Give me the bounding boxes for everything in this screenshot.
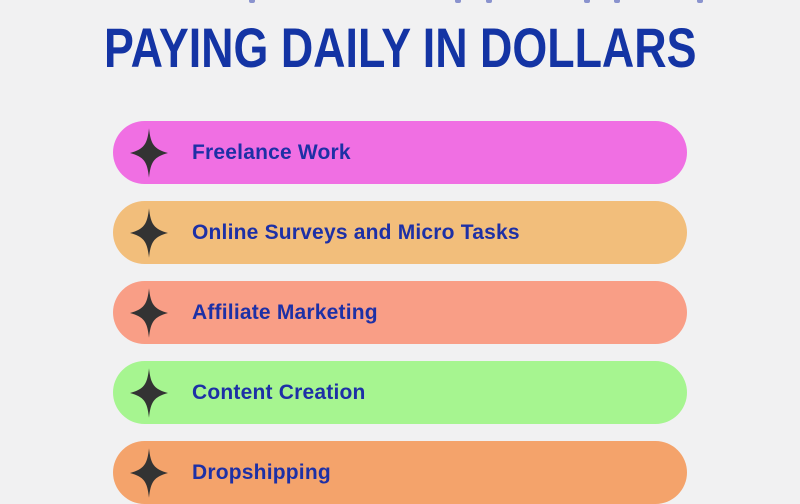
four-point-star-icon xyxy=(130,367,168,418)
list-item: Content Creation xyxy=(113,361,687,424)
list-item-label: Online Surveys and Micro Tasks xyxy=(192,220,520,244)
income-methods-list: Freelance Work Online Surveys and Micro … xyxy=(113,121,687,504)
list-item-label: Dropshipping xyxy=(192,460,331,484)
cutoff-text-fragment xyxy=(455,0,461,3)
cutoff-text-fragment xyxy=(584,0,590,3)
four-point-star-icon xyxy=(130,447,168,498)
cutoff-text-fragment xyxy=(249,0,255,3)
list-item-label: Content Creation xyxy=(192,380,366,404)
list-item: Freelance Work xyxy=(113,121,687,184)
list-item: Dropshipping xyxy=(113,441,687,504)
cutoff-text-fragment xyxy=(697,0,703,3)
list-item: Affiliate Marketing xyxy=(113,281,687,344)
cutoff-text-fragment xyxy=(486,0,492,3)
page-title: PAYING DAILY IN DOLLARS xyxy=(103,16,697,79)
four-point-star-icon xyxy=(130,207,168,258)
header: PAYING DAILY IN DOLLARS xyxy=(0,20,800,76)
list-item-label: Freelance Work xyxy=(192,140,351,164)
four-point-star-icon xyxy=(130,287,168,338)
four-point-star-icon xyxy=(130,127,168,178)
cutoff-text-fragment xyxy=(614,0,620,3)
list-item-label: Affiliate Marketing xyxy=(192,300,378,324)
list-item: Online Surveys and Micro Tasks xyxy=(113,201,687,264)
